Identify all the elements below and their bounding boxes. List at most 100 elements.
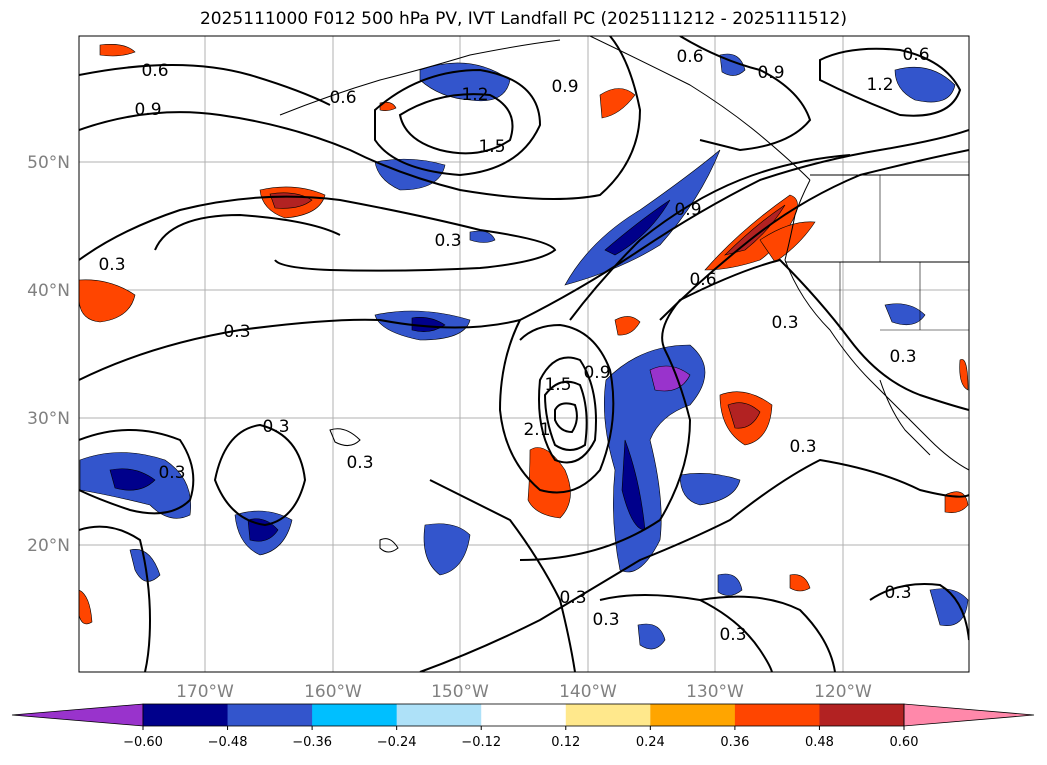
colorbar-tick-label: 0.12 [551,735,580,750]
neg-patch-core [109,468,156,491]
coast-aleutians [279,39,561,116]
pos-patch [599,88,636,119]
map-frame [78,35,970,673]
colorbar: −0.60 −0.48 −0.36 −0.24 −0.12 0.12 0.24 0.36 0.4… [11,703,1035,750]
contour-label: 0.3 [98,255,125,275]
contour-labels: 0.6 0.9 0.6 1.2 1.5 0.9 0.6 0.9 0.6 1.2 … [98,45,929,645]
contour-label: 0.9 [757,63,784,83]
colorbar-segment [143,704,229,726]
contour-label: 0.9 [134,100,161,120]
contour-03-lower [419,458,969,672]
pos-patch [379,101,397,111]
contour-label: 0.3 [592,610,619,630]
contour-label: 0.3 [223,322,250,342]
contour-label: 1.5 [544,375,571,395]
colorbar-segment [312,704,398,726]
neg-patch [564,149,721,286]
island-hawaii [329,428,361,446]
colorbar-tick-label: −0.36 [292,735,332,750]
contour-03-far-se [869,583,969,641]
contour-label: 0.3 [346,453,373,473]
lon-label: 160°W [304,682,362,702]
colorbar-tick-label: −0.24 [377,735,417,750]
contour-03-north [79,195,557,272]
contour-03-mid [79,129,969,381]
contour-label: 0.3 [262,417,289,437]
pv-contours [79,36,969,672]
colorbar-extend-high [903,703,1035,727]
contour-03-north-b [154,213,341,251]
colorbar-segment [819,704,905,726]
coastlines [279,36,969,553]
contour-label: 0.3 [158,463,185,483]
neg-patch [637,623,666,650]
contour-03-east [519,258,969,561]
lat-label: 20°N [27,536,70,556]
contour-label: 0.3 [884,583,911,603]
island [379,538,399,553]
contour-03-bottom [599,594,773,672]
pos-patch [79,589,93,625]
colorbar-tick-label: −0.60 [123,735,163,750]
contour-label: 0.9 [674,200,701,220]
contour-label: 0.6 [676,47,703,67]
colorbar-segment [396,704,482,726]
contour-label: 1.5 [478,137,505,157]
pos-patch-core [724,204,786,256]
contour-03-south-oval [213,423,307,527]
map-layers: 0.6 0.9 0.6 1.2 1.5 0.9 0.6 0.9 0.6 1.2 … [79,36,969,672]
colorbar-tick-label: 0.24 [636,735,665,750]
pos-patch [614,316,641,336]
contour-09-mid [569,154,851,321]
contour-label: 0.6 [141,61,168,81]
map-background [79,36,969,672]
lat-label: 40°N [27,281,70,301]
contour-label: 0.9 [583,363,610,383]
pos-patch [99,44,136,57]
neg-patch-core [411,317,446,332]
contour-09-north [79,36,642,200]
contour-09-ne [679,36,812,152]
coast-baja [879,379,931,456]
neg-patch [679,473,741,506]
contour-03-south [429,479,576,672]
map-title: 2025111000 F012 500 hPa PV, IVT Landfall… [199,9,847,29]
contour-06-mid [659,149,969,321]
contour-label: 0.6 [689,270,716,290]
neg-patch-core [604,199,671,256]
neg-patch [717,573,743,596]
longitude-labels: 170°W 160°W 150°W 140°W 130°W 120°W [176,682,872,702]
lon-label: 150°W [431,682,489,702]
colorbar-tick-label: −0.48 [208,735,248,750]
contour-03-sw [79,525,152,672]
lon-label: 170°W [176,682,234,702]
contour-18-eddy [543,380,588,451]
colorbar-tick-label: −0.12 [461,735,501,750]
contour-label: 0.3 [559,588,586,608]
contour-09-eddy [498,319,615,494]
contour-06-north [79,64,331,106]
contour-label: 0.3 [789,437,816,457]
colorbar-tick-label: 0.36 [720,735,749,750]
contour-03-se [699,595,836,672]
colorbar-tick-label: 0.60 [890,735,919,750]
contour-label: 0.3 [719,625,746,645]
colorbar-tick-label: 0.48 [805,735,834,750]
contour-12-ne [819,47,962,117]
contour-label: 0.9 [551,77,578,97]
colorbar-segment [227,704,313,726]
state-borders [839,175,969,331]
lon-label: 120°W [814,682,872,702]
colorbar-segment [734,704,820,726]
pos-patch-core [727,402,761,429]
pos-patch [79,279,136,323]
contour-03-west [79,429,195,515]
neg-patch [603,344,706,573]
lon-label: 130°W [686,682,744,702]
contour-label: 0.3 [889,347,916,367]
contour-label: 1.2 [461,85,488,105]
neg-patch [884,303,926,326]
colorbar-segment [650,704,736,726]
contour-12-low [374,68,542,177]
